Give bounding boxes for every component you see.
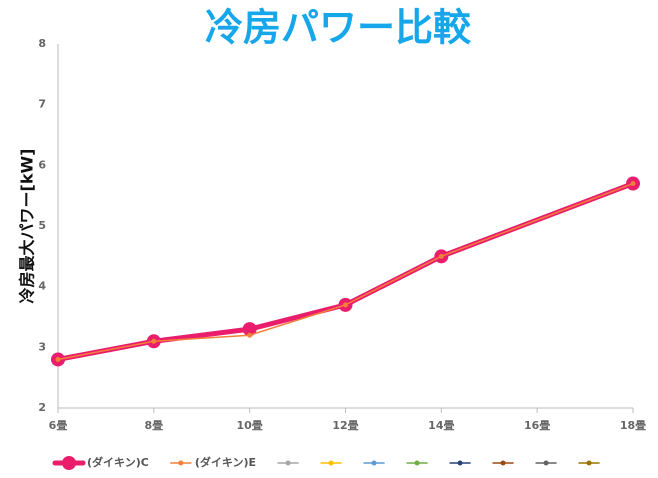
x-tick-label: 10畳: [237, 419, 263, 432]
y-tick-label: 4: [38, 280, 46, 293]
data-point: [247, 332, 253, 338]
data-point: [151, 338, 157, 344]
legend-label: (ダイキン)E: [195, 455, 256, 469]
legend-marker: [371, 460, 377, 466]
data-point: [343, 302, 348, 308]
y-tick-label: 6: [38, 158, 46, 171]
legend-label: (ダイキン)C: [87, 455, 149, 469]
data-point: [438, 253, 444, 259]
x-tick-label: 6畳: [49, 419, 68, 432]
y-tick-label: 7: [38, 98, 46, 111]
x-tick-label: 14畳: [428, 419, 454, 432]
y-tick-label: 8: [38, 37, 46, 50]
legend-marker: [500, 460, 506, 466]
legend-marker: [328, 460, 334, 466]
data-point: [630, 181, 636, 187]
x-tick-label: 8畳: [145, 419, 164, 432]
y-tick-label: 3: [38, 340, 46, 353]
data-point: [55, 356, 61, 362]
legend-marker: [586, 460, 592, 466]
series-line: [57, 181, 634, 362]
data-point: [242, 322, 257, 337]
legend-marker: [414, 460, 420, 466]
x-tick-label: 18畳: [620, 419, 646, 432]
y-tick-label: 5: [38, 219, 46, 232]
legend-marker: [178, 460, 184, 466]
legend-marker: [457, 460, 463, 466]
y-axis-label: 冷房最大パワー[kW]: [18, 149, 37, 304]
series-line: [57, 182, 634, 361]
chart-title: 冷房パワー比較: [205, 6, 472, 50]
x-tick-label: 16畳: [524, 419, 550, 432]
legend-marker: [62, 456, 76, 470]
x-tick-label: 12畳: [332, 419, 358, 432]
y-tick-label: 2: [38, 401, 46, 414]
legend-marker: [285, 460, 291, 466]
legend-marker: [543, 460, 549, 466]
